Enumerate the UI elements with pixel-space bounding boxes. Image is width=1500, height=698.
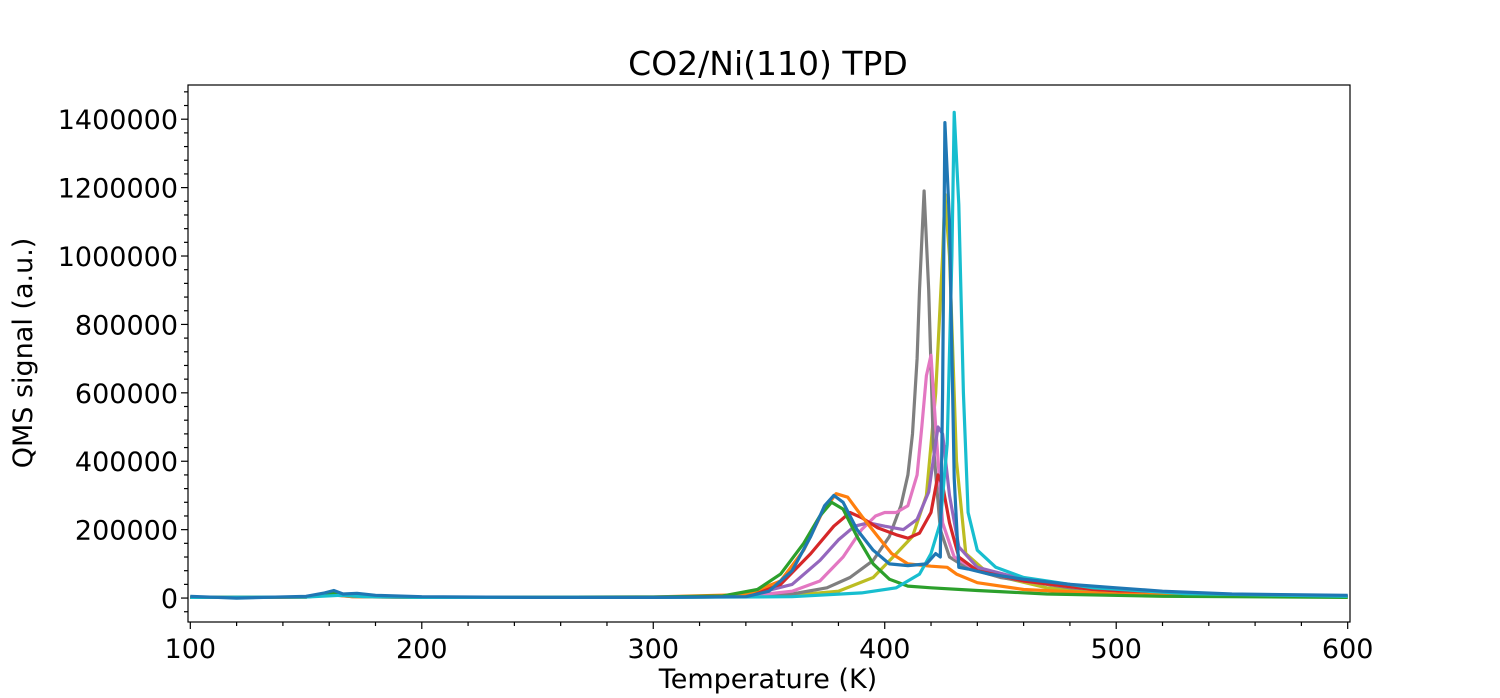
series-line-7 bbox=[190, 500, 1348, 600]
x-tick-label: 400 bbox=[859, 634, 911, 665]
y-tick-label: 1400000 bbox=[58, 105, 178, 136]
chart-title: CO2/Ni(110) TPD bbox=[628, 44, 908, 83]
series-line-2 bbox=[190, 189, 1348, 600]
x-tick-label: 300 bbox=[627, 634, 679, 665]
x-tick-label: 600 bbox=[1322, 634, 1374, 665]
series-line-8 bbox=[190, 110, 1348, 600]
y-tick-label: 0 bbox=[161, 584, 178, 615]
y-tick-label: 1000000 bbox=[58, 242, 178, 273]
series-layer bbox=[190, 110, 1348, 600]
ticks-layer: 100 200 300 400 500 600 0 200000 400000 600000 800… bbox=[58, 91, 1374, 665]
x-tick-label: 500 bbox=[1090, 634, 1142, 665]
x-axis-label: Temperature (K) bbox=[658, 664, 877, 695]
series-line-9 bbox=[190, 120, 1348, 600]
y-tick-label: 1200000 bbox=[58, 174, 178, 205]
series-line-5 bbox=[190, 473, 1348, 600]
series-line-3 bbox=[190, 353, 1348, 600]
y-tick-label: 400000 bbox=[75, 447, 178, 478]
y-tick-label: 800000 bbox=[75, 310, 178, 341]
y-tick-label: 200000 bbox=[75, 516, 178, 547]
x-tick-label: 100 bbox=[165, 634, 217, 665]
x-tick-label: 200 bbox=[396, 634, 448, 665]
y-axis-label: QMS signal (a.u.) bbox=[8, 238, 39, 469]
y-tick-label: 600000 bbox=[75, 379, 178, 410]
series-line-1 bbox=[190, 192, 1348, 600]
series-line-4 bbox=[190, 425, 1348, 600]
plot-frame bbox=[187, 84, 1351, 623]
